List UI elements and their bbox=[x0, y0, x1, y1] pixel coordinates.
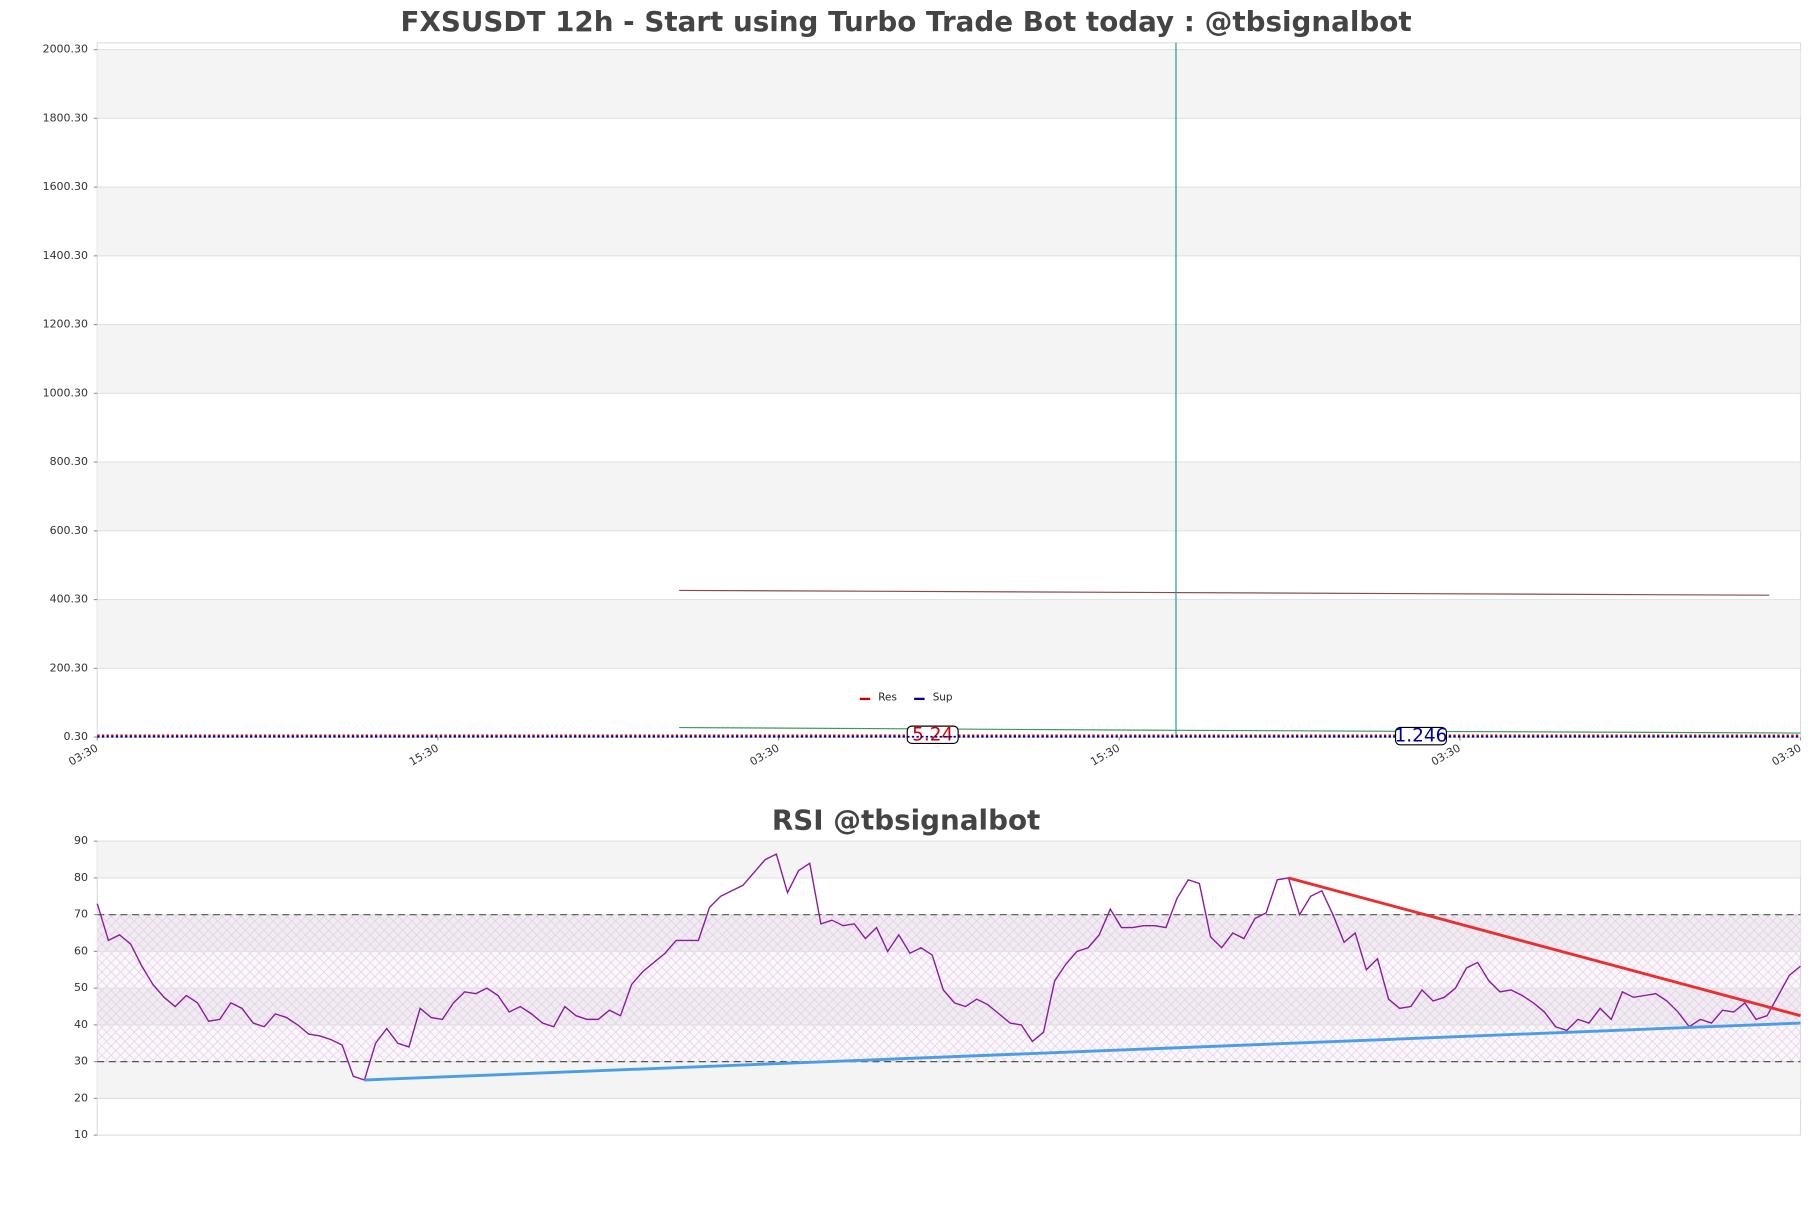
y-tick-label: 1400.30 bbox=[43, 249, 88, 262]
level-label: 1.246 bbox=[1394, 726, 1447, 747]
legend-label: Sup bbox=[933, 692, 953, 704]
grid-band bbox=[97, 462, 1801, 531]
grid-band bbox=[97, 841, 1801, 878]
y-tick-label: 60 bbox=[74, 944, 88, 957]
level-label-box bbox=[906, 725, 959, 745]
y-tick-label: 0.30 bbox=[64, 730, 88, 743]
level-label: 5.24 bbox=[912, 724, 953, 745]
grid-band bbox=[97, 49, 1801, 119]
trendline bbox=[364, 1021, 1801, 1082]
x-tick-label: 03:30 bbox=[1770, 741, 1804, 768]
grid-band bbox=[97, 1061, 1801, 1099]
y-tick-label: 600.30 bbox=[50, 524, 88, 537]
y-tick-label: 80 bbox=[74, 871, 88, 884]
y-tick-label: 40 bbox=[74, 1018, 88, 1031]
chart-title: FXSUSDT 12h - Start using Turbo Trade Bo… bbox=[401, 5, 1412, 38]
y-tick-label: 800.30 bbox=[50, 455, 88, 468]
series-line bbox=[679, 589, 1770, 596]
x-tick-label: 15:30 bbox=[1088, 741, 1122, 768]
y-tick-label: 1000.30 bbox=[43, 386, 88, 399]
rsi-line bbox=[96, 853, 1801, 1081]
grid-band bbox=[97, 187, 1801, 256]
x-tick-label: 03:30 bbox=[748, 741, 782, 768]
y-tick-label: 20 bbox=[74, 1091, 88, 1104]
y-tick-label: 10 bbox=[74, 1128, 88, 1141]
y-tick-label: 400.30 bbox=[50, 593, 88, 606]
y-tick-label: 200.30 bbox=[50, 661, 88, 674]
y-tick-label: 30 bbox=[74, 1055, 88, 1068]
y-tick-label: 1800.30 bbox=[43, 111, 88, 124]
y-tick-label: 1200.30 bbox=[43, 318, 88, 331]
y-tick-label: 70 bbox=[74, 908, 88, 921]
legend-label: Res bbox=[878, 692, 897, 704]
x-tick-label: 03:30 bbox=[66, 741, 100, 768]
chart-title: RSI @tbsignalbot bbox=[772, 804, 1040, 837]
y-tick-label: 1600.30 bbox=[43, 180, 88, 193]
y-tick-label: 2000.30 bbox=[43, 43, 88, 56]
x-tick-label: 15:30 bbox=[407, 741, 441, 768]
grid-band bbox=[97, 599, 1801, 669]
level-label-box bbox=[1394, 726, 1448, 746]
trendline bbox=[1288, 876, 1801, 1018]
y-tick-label: 50 bbox=[74, 981, 88, 994]
grid-band bbox=[97, 324, 1801, 394]
y-tick-label: 90 bbox=[74, 834, 88, 847]
